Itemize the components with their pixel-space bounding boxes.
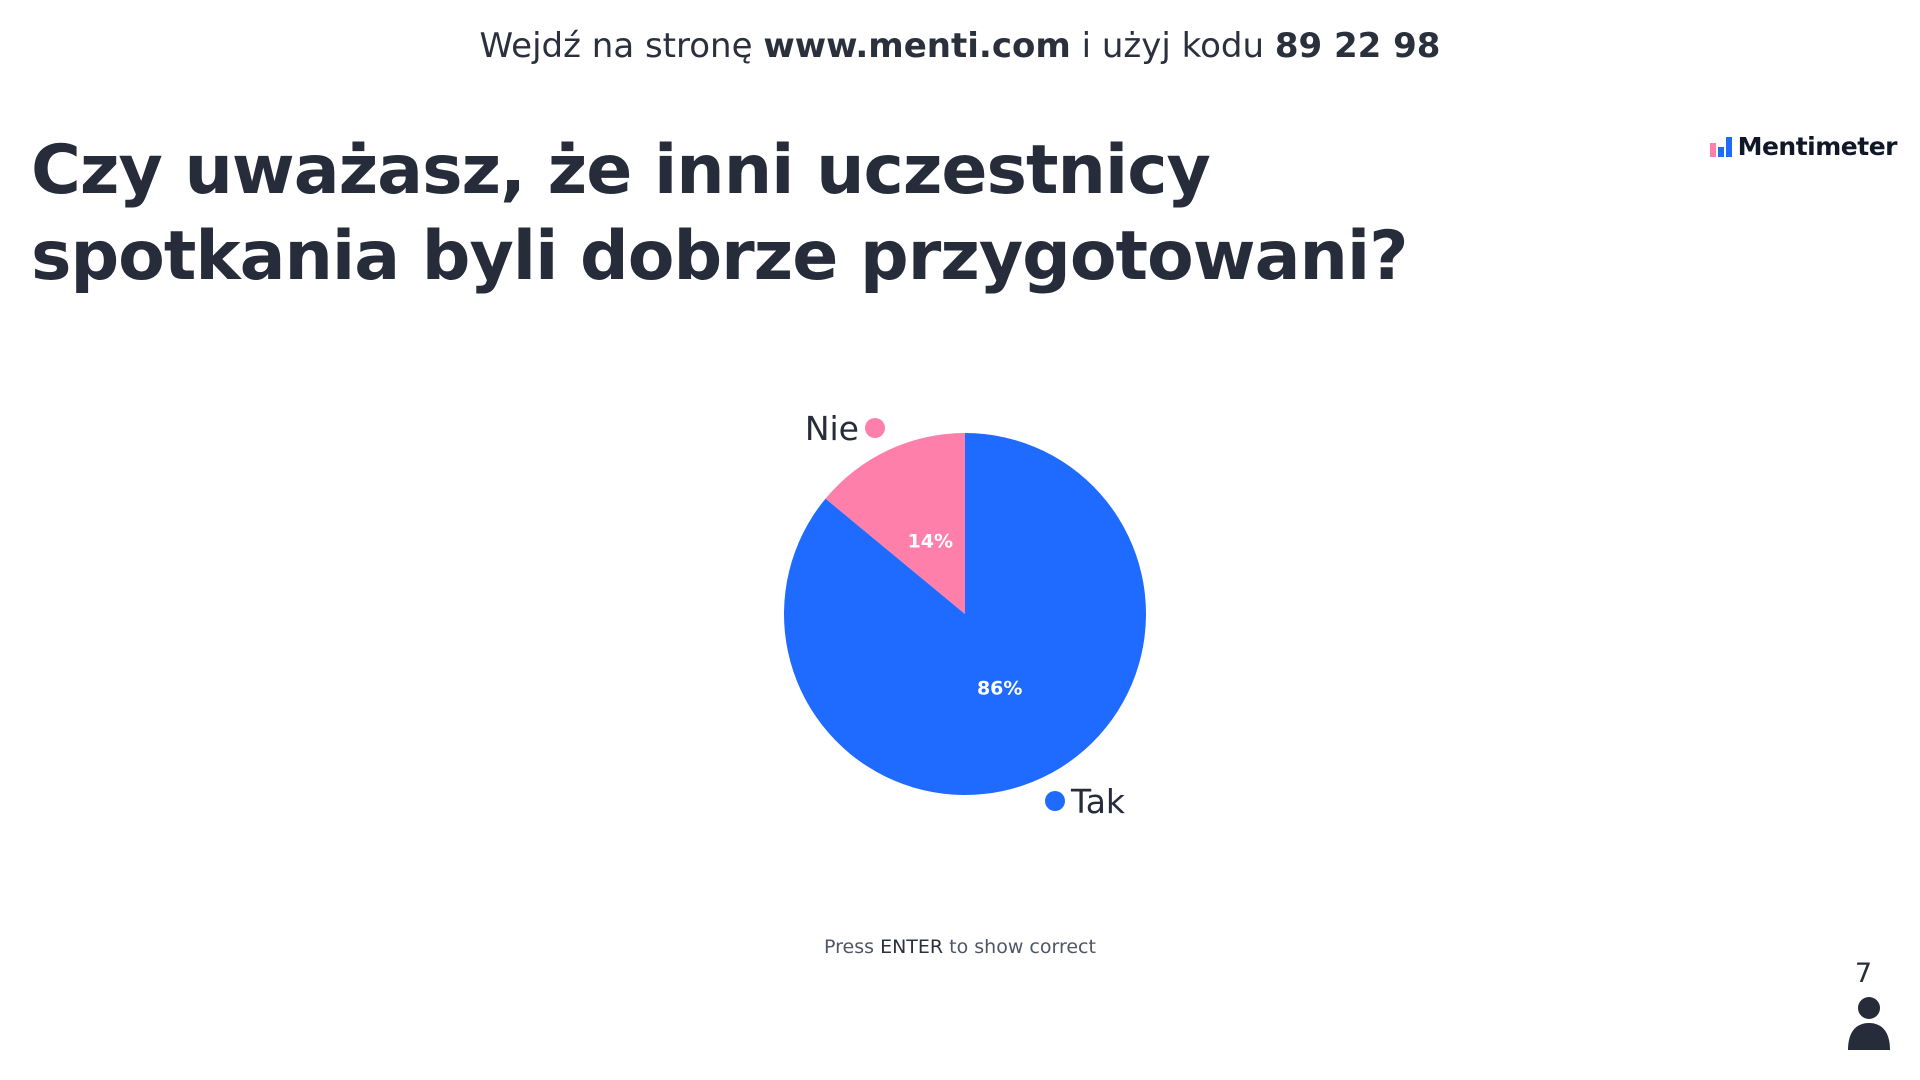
join-middle: i użyj kodu <box>1081 26 1265 66</box>
hint-prefix: Press <box>824 936 875 958</box>
pie-slice-tak <box>784 433 1147 795</box>
pie-slice-nie <box>825 433 965 614</box>
question-title: Czy uważasz, że inni uczestnicy spotkani… <box>31 131 1409 296</box>
slice-value-label-tak: 86% <box>977 678 1022 700</box>
logo-text: Mentimeter <box>1737 132 1898 161</box>
join-code: 89 22 98 <box>1274 26 1441 66</box>
join-instructions: Wejdź na stronę www.menti.com i użyj kod… <box>0 26 1920 66</box>
category-text-nie: Nie <box>805 409 859 448</box>
category-label-nie: Nie <box>805 409 885 448</box>
mentimeter-logo: Mentimeter <box>1709 132 1898 161</box>
join-url[interactable]: www.menti.com <box>763 26 1071 66</box>
legend-dot-nie <box>865 418 885 438</box>
person-icon <box>1848 997 1890 1050</box>
legend-dot-tak <box>1045 791 1065 811</box>
hint-suffix: to show correct <box>949 936 1096 958</box>
hint-key: ENTER <box>880 936 944 958</box>
join-prefix: Wejdź na stronę <box>479 26 753 66</box>
footer-hint: Press ENTER to show correct <box>0 936 1920 958</box>
category-label-tak: Tak <box>1045 782 1126 821</box>
category-text-tak: Tak <box>1070 782 1126 821</box>
participant-count: 7 <box>1854 958 1872 989</box>
slice-value-label-nie: 14% <box>908 530 953 552</box>
mentimeter-logo-icon <box>1709 136 1732 157</box>
